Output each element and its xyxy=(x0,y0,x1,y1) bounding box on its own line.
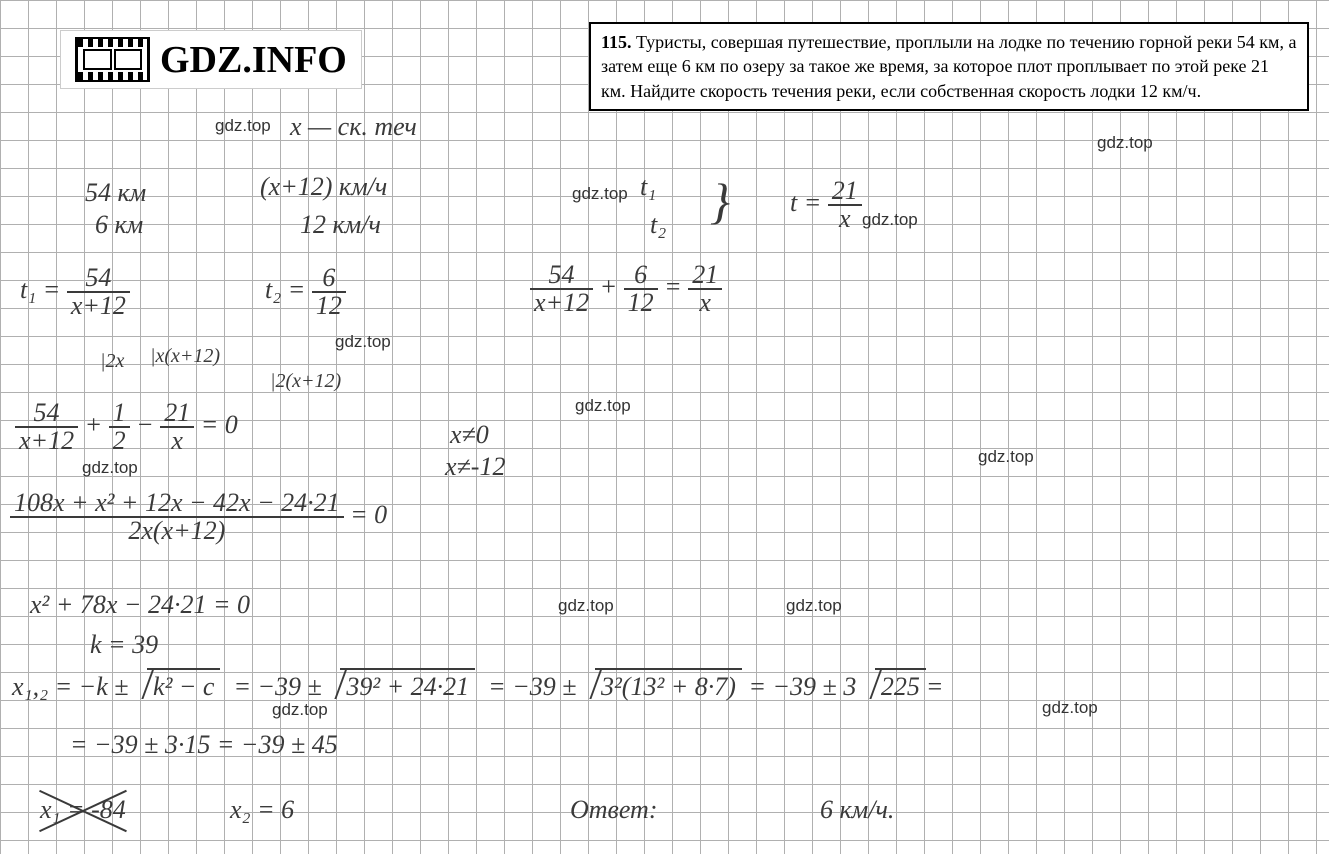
problem-number: 115. xyxy=(601,32,632,52)
hw-t-eq: t = 21x xyxy=(790,178,862,232)
hw-t2-eq: t₂ = 612 xyxy=(265,265,346,319)
hw-final-calc: = −39 ± 3·15 = −39 ± 45 xyxy=(70,730,338,760)
hw-variable-def: x — ск. теч xyxy=(290,112,417,142)
hw-mult1: |2x xyxy=(100,350,124,373)
watermark-text: gdz.top xyxy=(786,596,842,616)
hw-eq2: 54x+12 + 12 − 21x = 0 xyxy=(15,400,238,454)
hw-brace: } xyxy=(710,172,730,230)
logo-container: GDZ.INFO xyxy=(60,30,362,89)
problem-statement: 115. Туристы, совершая путешествие, проп… xyxy=(589,22,1309,111)
hw-quadratic: x² + 78x − 24·21 = 0 xyxy=(30,590,250,620)
hw-mult3: |2(x+12) xyxy=(270,370,341,393)
watermark-text: gdz.top xyxy=(335,332,391,352)
hw-restrict2: x≠-12 xyxy=(445,452,505,482)
hw-roots-formula: x₁,₂ = −k ± k² − c = −39 ± 39² + 24·21 =… xyxy=(12,672,943,702)
hw-dist2: 6 км xyxy=(95,210,143,240)
watermark-text: gdz.top xyxy=(272,700,328,720)
hw-t2-label: t₂ xyxy=(650,210,666,240)
watermark-text: gdz.top xyxy=(575,396,631,416)
watermark-text: gdz.top xyxy=(558,596,614,616)
film-icon xyxy=(75,37,150,82)
watermark-text: gdz.top xyxy=(572,184,628,204)
hw-answer-value: 6 км/ч. xyxy=(820,795,894,825)
hw-speed2: 12 км/ч xyxy=(300,210,381,240)
hw-answer-label: Ответ: xyxy=(570,795,657,825)
watermark-text: gdz.top xyxy=(1097,133,1153,153)
watermark-text: gdz.top xyxy=(215,116,271,136)
hw-main-eq: 54x+12 + 612 = 21x xyxy=(530,262,722,316)
watermark-text: gdz.top xyxy=(82,458,138,478)
hw-expanded: 108x + x² + 12x − 42x − 24·21 2x(x+12) =… xyxy=(10,490,387,544)
hw-t1-label: t₁ xyxy=(640,172,656,202)
hw-x2: x₂ = 6 xyxy=(230,795,294,825)
hw-speed1: (x+12) км/ч xyxy=(260,172,387,202)
hw-k: k = 39 xyxy=(90,630,158,660)
problem-body: Туристы, совершая путешествие, проплыли … xyxy=(601,32,1296,101)
watermark-text: gdz.top xyxy=(862,210,918,230)
watermark-text: gdz.top xyxy=(978,447,1034,467)
logo-text: GDZ.INFO xyxy=(160,38,347,82)
hw-dist1: 54 км xyxy=(85,178,146,208)
hw-restrict1: x≠0 xyxy=(450,420,489,450)
watermark-text: gdz.top xyxy=(1042,698,1098,718)
hw-x1: x₁ = -84 xyxy=(40,795,126,825)
hw-mult2: |x(x+12) xyxy=(150,345,220,368)
hw-t1-eq: t₁ = 54x+12 xyxy=(20,265,130,319)
